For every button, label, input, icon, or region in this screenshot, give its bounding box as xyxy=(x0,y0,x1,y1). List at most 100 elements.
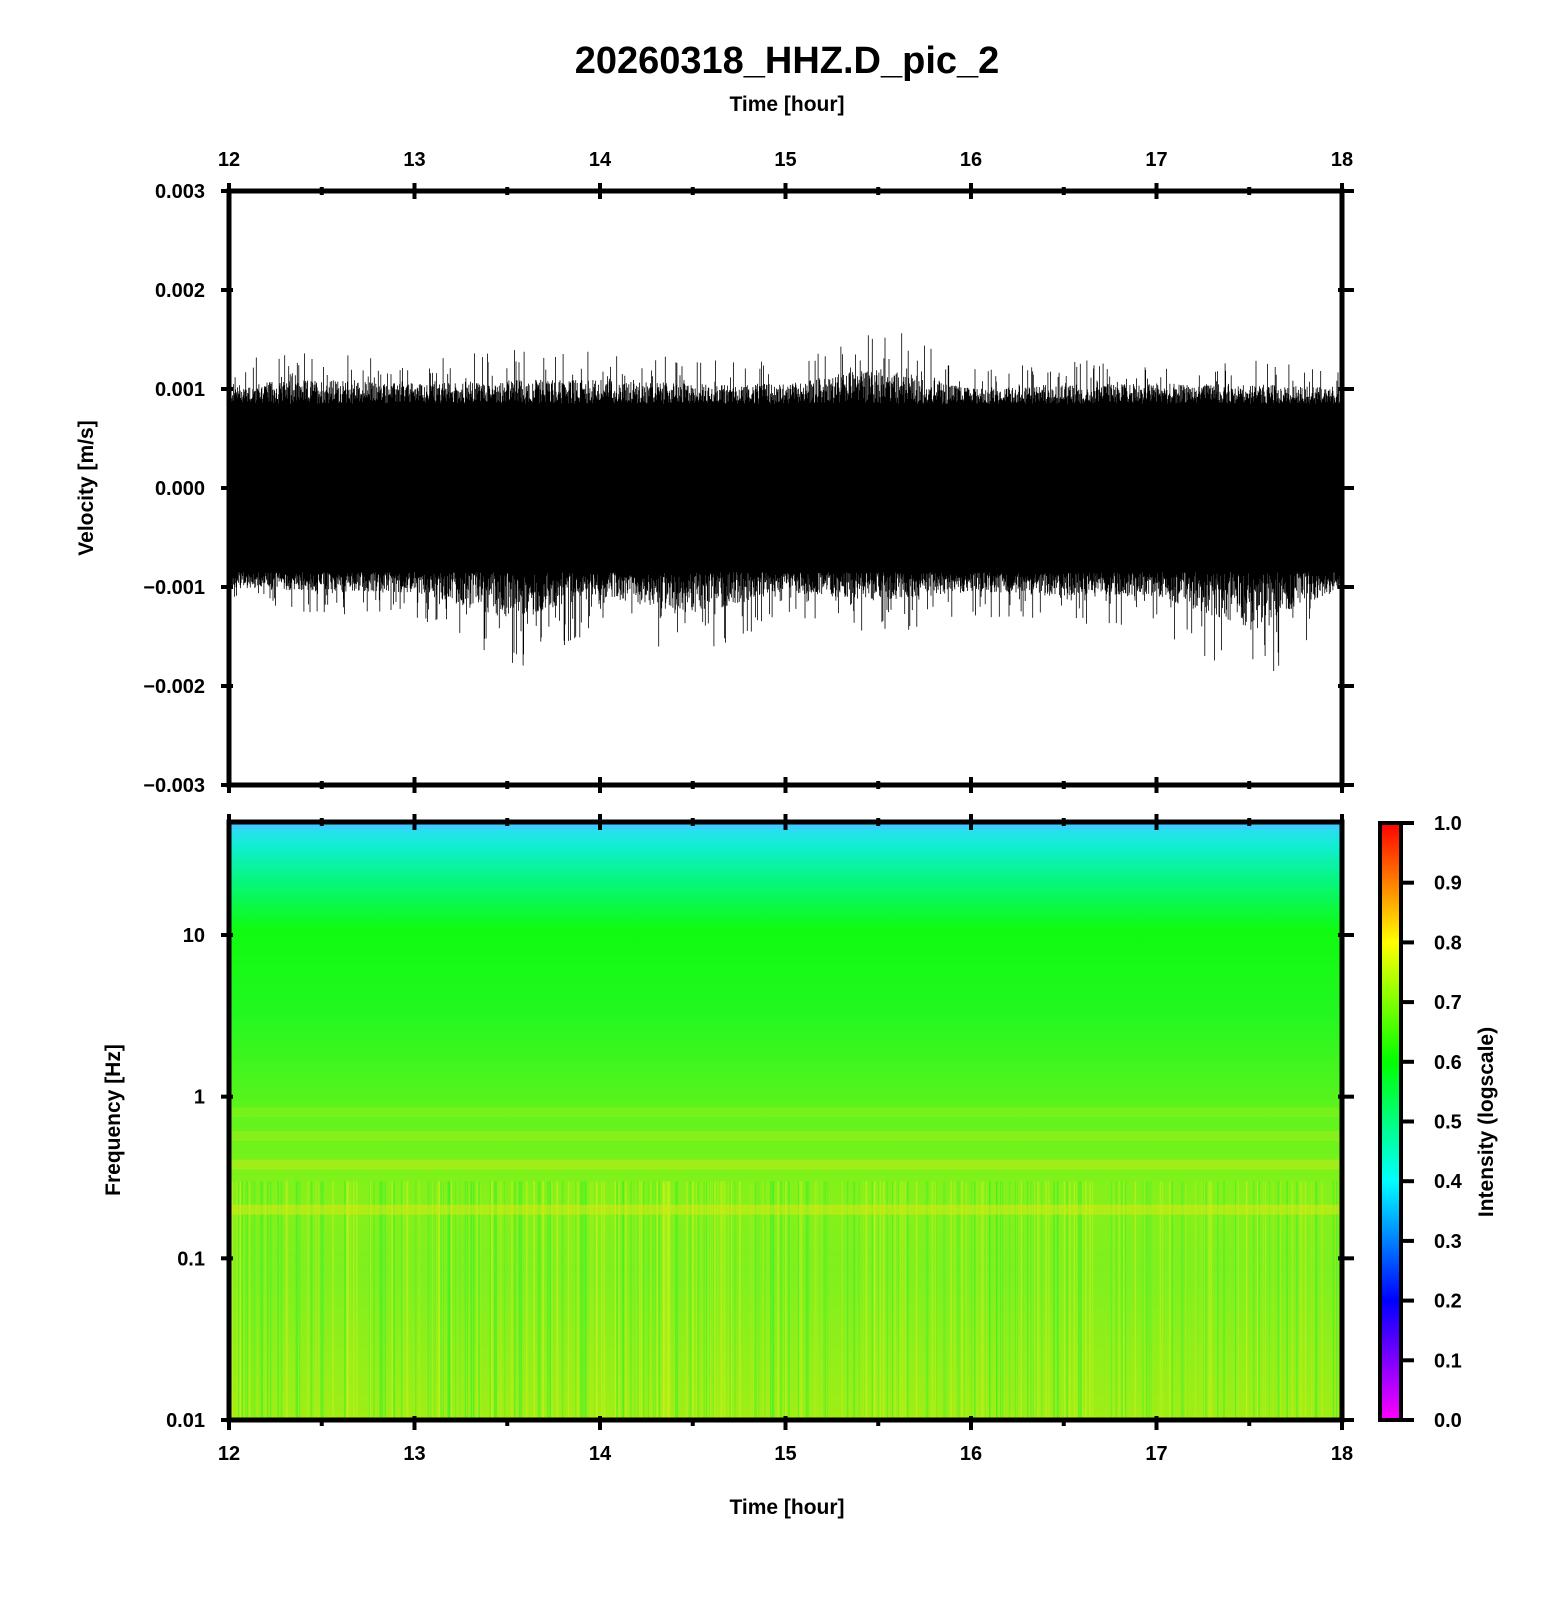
spectrogram-vertical-stripe xyxy=(1134,1181,1136,1419)
spectrogram-vertical-stripe xyxy=(1038,1181,1040,1419)
top-x-tick-label: 18 xyxy=(1331,149,1353,171)
spectrogram-vertical-stripe xyxy=(570,1181,572,1419)
spectrogram-vertical-stripe xyxy=(662,1181,665,1419)
spectrogram-vertical-stripe xyxy=(1068,1181,1071,1419)
spectrogram-vertical-stripe xyxy=(1058,1181,1061,1419)
colorbar-tick-label: 0.7 xyxy=(1434,992,1462,1014)
spectrogram-vertical-stripe xyxy=(996,1181,998,1419)
spectrogram-vertical-stripe xyxy=(427,1181,430,1419)
spectrogram-vertical-stripe xyxy=(728,1181,730,1419)
spectrogram-vertical-stripe xyxy=(549,1181,552,1419)
spectrogram-vertical-stripe xyxy=(654,1181,657,1419)
spectrogram-vertical-stripe xyxy=(591,1181,593,1419)
spectrogram-vertical-stripe xyxy=(773,1181,775,1419)
spectrogram-vertical-stripe xyxy=(846,1181,849,1419)
spectrogram-y-axis-label: Frequency [Hz] xyxy=(102,1044,125,1196)
spectrogram-vertical-stripe xyxy=(871,1181,873,1419)
spectrogram-vertical-stripe xyxy=(513,1181,516,1419)
spectrogram-vertical-stripe xyxy=(946,1181,949,1419)
spectrogram-vertical-stripe xyxy=(561,1181,564,1419)
spectrogram-vertical-stripe xyxy=(454,1181,457,1419)
spectrogram-vertical-stripe xyxy=(826,1181,829,1419)
spectrogram-vertical-stripe xyxy=(236,1181,238,1419)
waveform-y-tick-label: 0.003 xyxy=(155,181,205,203)
spectrogram-vertical-stripe xyxy=(585,1181,587,1419)
spectrogram-vertical-stripe xyxy=(1022,1181,1024,1419)
spectrogram-vertical-stripe xyxy=(692,1181,694,1419)
spectrogram-axis-ticks: 12 13 14 15 16 17 18 10 1 0.1 0.01 xyxy=(166,814,1354,1465)
spectrogram-vertical-stripe xyxy=(1203,1181,1206,1419)
spectrogram-vertical-stripe xyxy=(259,1181,261,1419)
colorbar-tick-label: 0.3 xyxy=(1434,1231,1462,1253)
spectrogram-vertical-stripe xyxy=(1208,1181,1210,1419)
spectrogram-vertical-stripe xyxy=(622,1181,625,1419)
spectrogram-vertical-stripe xyxy=(634,1181,636,1419)
spectrogram-vertical-stripe xyxy=(626,1181,628,1419)
spectrogram-vertical-stripe xyxy=(1073,1181,1076,1419)
colorbar-tick-label: 0.1 xyxy=(1434,1350,1462,1372)
spectrogram-vertical-stripe xyxy=(448,1181,450,1419)
spectrogram-vertical-stripe xyxy=(1201,1181,1203,1419)
spectrogram-vertical-stripe xyxy=(891,1181,894,1419)
spectrogram-vertical-stripe xyxy=(1171,1181,1173,1419)
spectrogram-vertical-stripe xyxy=(899,1181,902,1419)
spectrogram-vertical-stripe xyxy=(754,1181,756,1419)
spectrogram-vertical-stripe xyxy=(656,1181,658,1419)
spectrogram-vertical-stripe xyxy=(982,1181,984,1419)
spectrogram-vertical-stripe xyxy=(346,1181,348,1419)
spectrogram-vertical-stripe xyxy=(961,1181,963,1419)
spectrogram-vertical-stripe xyxy=(589,1181,591,1419)
spectrogram-vertical-stripe xyxy=(1048,1181,1050,1419)
spectrogram-vertical-stripe xyxy=(430,1181,432,1419)
colorbar-fill xyxy=(1378,821,1403,1422)
spectrogram-vertical-stripe xyxy=(945,1181,947,1419)
spectrogram-vertical-stripe xyxy=(658,1181,660,1419)
spectrogram-vertical-stripe xyxy=(541,1181,544,1419)
waveform-axis-ticks: 12 13 14 15 16 17 18 0.003 0.002 0.001 0.000 −0.001… xyxy=(143,149,1354,797)
spectrogram-vertical-stripe xyxy=(267,1181,269,1419)
spectrogram-vertical-stripe xyxy=(556,1181,558,1419)
colorbar-tick-label: 0.8 xyxy=(1434,932,1462,954)
spectrogram-vertical-stripe xyxy=(280,1181,283,1419)
spectrogram-vertical-stripe xyxy=(384,1181,386,1419)
spectrogram-vertical-stripe xyxy=(379,1181,381,1419)
spectrogram-vertical-stripe xyxy=(1124,1181,1127,1419)
spectrogram-vertical-stripe xyxy=(965,1181,967,1419)
spectrogram-vertical-stripe xyxy=(815,1181,817,1419)
spectrogram-vertical-stripe xyxy=(1185,1181,1188,1419)
spectrogram-vertical-stripe xyxy=(647,1181,649,1419)
colorbar: 1.0 0.9 0.8 0.7 0.6 0.5 0.4 0.3 0.2 0.1 0.0 Intens… xyxy=(1378,813,1498,1432)
spectrogram-vertical-stripe xyxy=(459,1181,461,1419)
spectrogram-vertical-stripe xyxy=(1258,1181,1260,1419)
spectrogram-vertical-stripe xyxy=(574,1181,576,1419)
spectrogram-vertical-stripe xyxy=(692,1181,694,1419)
spectrogram-vertical-stripe xyxy=(310,1181,312,1419)
spectrogram-vertical-stripe xyxy=(1169,1181,1171,1419)
spectrogram-vertical-stripe xyxy=(630,1181,632,1419)
spectrogram-vertical-stripe xyxy=(788,1181,790,1419)
spectrogram-vertical-stripe xyxy=(946,1181,948,1419)
spectrogram-vertical-stripe xyxy=(730,1181,732,1419)
waveform-core-band xyxy=(229,410,1342,566)
spectrogram-vertical-stripe xyxy=(714,1181,716,1419)
colorbar-tick-label: 0.6 xyxy=(1434,1052,1462,1074)
spectrogram-vertical-stripe xyxy=(879,1181,881,1419)
spectrogram-vertical-stripe xyxy=(269,1181,272,1419)
spectrogram-vertical-stripe xyxy=(270,1181,272,1419)
spectrogram-vertical-stripe xyxy=(758,1181,760,1419)
spectrogram-vertical-stripe xyxy=(1253,1181,1255,1419)
spectrogram-vertical-stripe xyxy=(963,1181,966,1419)
spectrogram-vertical-stripe xyxy=(511,1181,513,1419)
spectrogram-vertical-stripe xyxy=(1000,1181,1002,1419)
spectrogram-vertical-stripe xyxy=(623,1181,625,1419)
spectrogram-vertical-stripe xyxy=(581,1181,583,1419)
spectrogram-vertical-stripe xyxy=(320,1181,322,1419)
bottom-x-tick-label: 13 xyxy=(403,1443,425,1465)
spectrogram-vertical-stripe xyxy=(1180,1181,1183,1419)
spectrogram-vertical-stripe xyxy=(821,1181,823,1419)
spectrogram-vertical-stripe xyxy=(356,1181,358,1419)
spectrogram-vertical-stripe xyxy=(925,1181,928,1419)
spectrogram-vertical-stripe xyxy=(904,1181,906,1419)
spectrogram-vertical-stripe xyxy=(539,1181,541,1419)
